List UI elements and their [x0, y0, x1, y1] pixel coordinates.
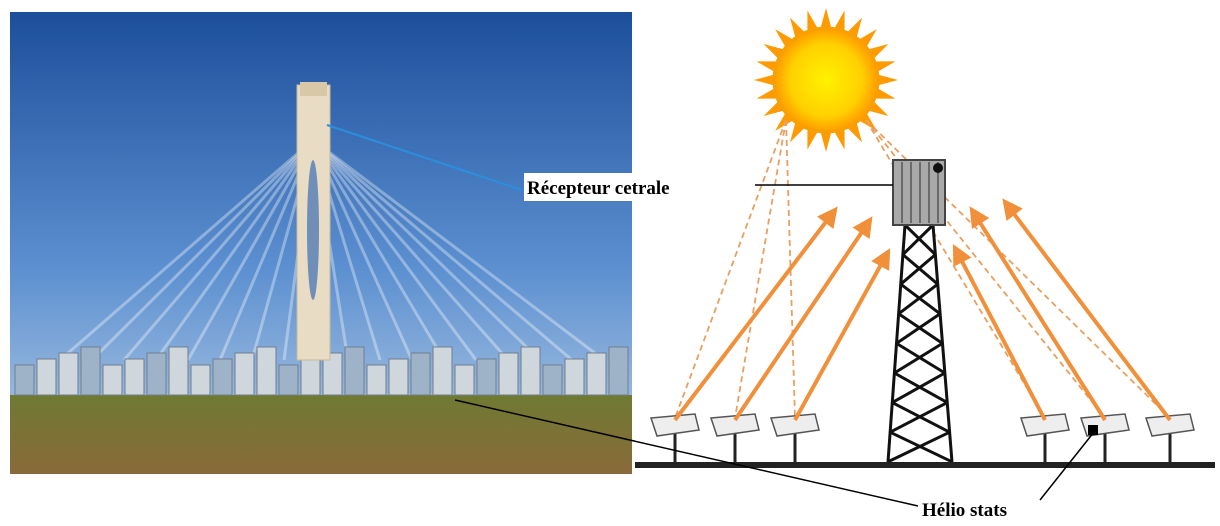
shape: [564, 358, 585, 396]
stroke: [734, 119, 787, 419]
shape: [80, 346, 101, 396]
stroke: [312, 138, 573, 362]
shape: [124, 358, 145, 396]
shape: [366, 364, 387, 396]
stroke: [893, 342, 944, 375]
shape: [476, 358, 497, 396]
shape: [969, 206, 990, 230]
pointer-line: [454, 399, 919, 507]
shape: [586, 352, 607, 396]
shape: [498, 352, 519, 396]
shape: [875, 74, 898, 86]
shape: [871, 248, 891, 271]
receiver-label: Récepteur cetrale: [527, 178, 670, 199]
shape: [58, 352, 79, 396]
shape: [817, 206, 838, 229]
stroke: [122, 139, 315, 361]
stroke: [895, 312, 941, 345]
stroke: [186, 139, 315, 361]
stroke: [953, 247, 1047, 421]
shape: [1002, 198, 1023, 221]
shape: [146, 352, 167, 396]
stroke: [674, 119, 787, 419]
shape: [542, 364, 563, 396]
stroke: [793, 251, 890, 421]
pointer-line: [1039, 431, 1095, 501]
shape: [1019, 413, 1070, 437]
shape: [344, 346, 365, 396]
schematic: [635, 8, 1215, 468]
shape: [1144, 413, 1195, 437]
stroke: [312, 138, 605, 362]
shape: [520, 346, 541, 396]
shape: [769, 413, 820, 437]
marker: [1088, 425, 1098, 435]
shape: [820, 8, 832, 31]
shape: [36, 358, 57, 396]
stroke: [311, 139, 510, 361]
shape: [952, 244, 972, 267]
shape: [14, 364, 35, 396]
shape: [256, 346, 277, 396]
stroke: [311, 138, 542, 362]
shape: [190, 364, 211, 396]
stroke: [970, 208, 1107, 422]
shape: [852, 216, 873, 239]
stroke: [311, 139, 446, 361]
stroke: [59, 138, 314, 362]
stroke: [887, 430, 951, 464]
stroke: [733, 218, 872, 422]
shape: [820, 129, 832, 152]
stroke: [865, 119, 1046, 419]
photo: [10, 12, 632, 474]
stroke: [673, 208, 837, 422]
shape: [388, 358, 409, 396]
shape: [608, 346, 629, 396]
shape: [454, 364, 475, 396]
stroke: [897, 283, 939, 315]
shape: [102, 364, 123, 396]
shape: [234, 352, 255, 396]
shape: [168, 346, 189, 396]
shape: [300, 358, 321, 396]
stroke: [1003, 200, 1172, 422]
shape: [322, 352, 343, 396]
stroke: [899, 253, 937, 286]
stroke: [311, 139, 478, 361]
stroke: [903, 223, 937, 256]
shape: [410, 352, 431, 396]
shape: [212, 358, 233, 396]
stroke: [891, 371, 946, 404]
shape: [754, 74, 777, 86]
shape: [278, 364, 299, 396]
label-bg: [524, 173, 754, 201]
stroke: [889, 401, 948, 434]
shape: [432, 346, 453, 396]
stroke: [90, 138, 315, 362]
stroke: [154, 139, 315, 361]
pointer-line: [326, 124, 523, 191]
stroke: [901, 223, 935, 256]
heliostats-label: Hélio stats: [922, 500, 1007, 521]
